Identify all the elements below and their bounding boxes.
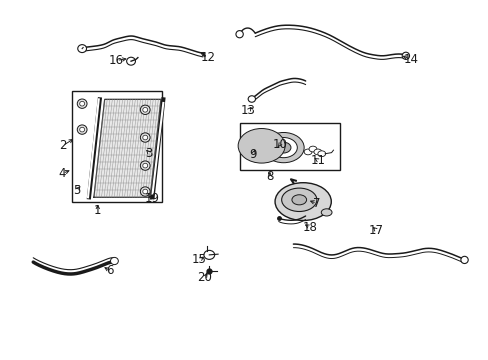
- Ellipse shape: [281, 188, 316, 211]
- Ellipse shape: [460, 256, 467, 264]
- Ellipse shape: [245, 134, 277, 157]
- Text: 1: 1: [94, 204, 102, 217]
- Ellipse shape: [248, 96, 255, 102]
- Ellipse shape: [313, 149, 321, 155]
- Ellipse shape: [401, 52, 409, 59]
- Bar: [239, 123, 339, 170]
- Text: 18: 18: [303, 221, 317, 234]
- Ellipse shape: [251, 139, 271, 153]
- Text: 5: 5: [73, 184, 81, 197]
- Ellipse shape: [140, 161, 150, 170]
- Text: 6: 6: [106, 264, 114, 277]
- Text: 19: 19: [145, 192, 160, 205]
- Ellipse shape: [263, 132, 304, 163]
- Ellipse shape: [291, 195, 306, 205]
- Ellipse shape: [317, 151, 325, 157]
- Ellipse shape: [308, 146, 316, 152]
- Text: 11: 11: [310, 154, 325, 167]
- Ellipse shape: [142, 189, 147, 194]
- Text: 7: 7: [312, 197, 320, 210]
- Ellipse shape: [142, 163, 147, 168]
- Text: 12: 12: [200, 51, 215, 64]
- Text: 15: 15: [192, 253, 206, 266]
- Text: 10: 10: [272, 138, 286, 151]
- Ellipse shape: [256, 142, 266, 149]
- Ellipse shape: [77, 99, 87, 108]
- Text: 14: 14: [403, 53, 417, 66]
- Ellipse shape: [78, 45, 86, 53]
- Ellipse shape: [110, 257, 118, 265]
- Ellipse shape: [274, 183, 331, 220]
- Text: 16: 16: [109, 54, 123, 67]
- Ellipse shape: [140, 133, 150, 142]
- Ellipse shape: [140, 105, 150, 114]
- Text: 13: 13: [241, 104, 255, 117]
- Ellipse shape: [80, 127, 84, 132]
- Ellipse shape: [80, 102, 84, 106]
- Bar: [72, 91, 162, 202]
- Text: 4: 4: [59, 167, 66, 180]
- Text: 8: 8: [265, 170, 273, 183]
- Ellipse shape: [142, 107, 147, 112]
- Ellipse shape: [77, 125, 87, 134]
- Ellipse shape: [140, 187, 150, 196]
- Text: 17: 17: [368, 224, 383, 237]
- Ellipse shape: [304, 149, 311, 155]
- Polygon shape: [94, 99, 161, 197]
- Ellipse shape: [269, 138, 297, 158]
- Ellipse shape: [203, 251, 214, 259]
- Ellipse shape: [235, 31, 243, 38]
- Ellipse shape: [276, 142, 290, 153]
- Ellipse shape: [321, 209, 331, 216]
- Text: 20: 20: [197, 271, 211, 284]
- Ellipse shape: [142, 135, 147, 140]
- Ellipse shape: [126, 57, 135, 65]
- Text: 9: 9: [249, 148, 257, 161]
- Text: 3: 3: [145, 147, 153, 159]
- Ellipse shape: [238, 129, 285, 163]
- Text: 2: 2: [59, 139, 66, 152]
